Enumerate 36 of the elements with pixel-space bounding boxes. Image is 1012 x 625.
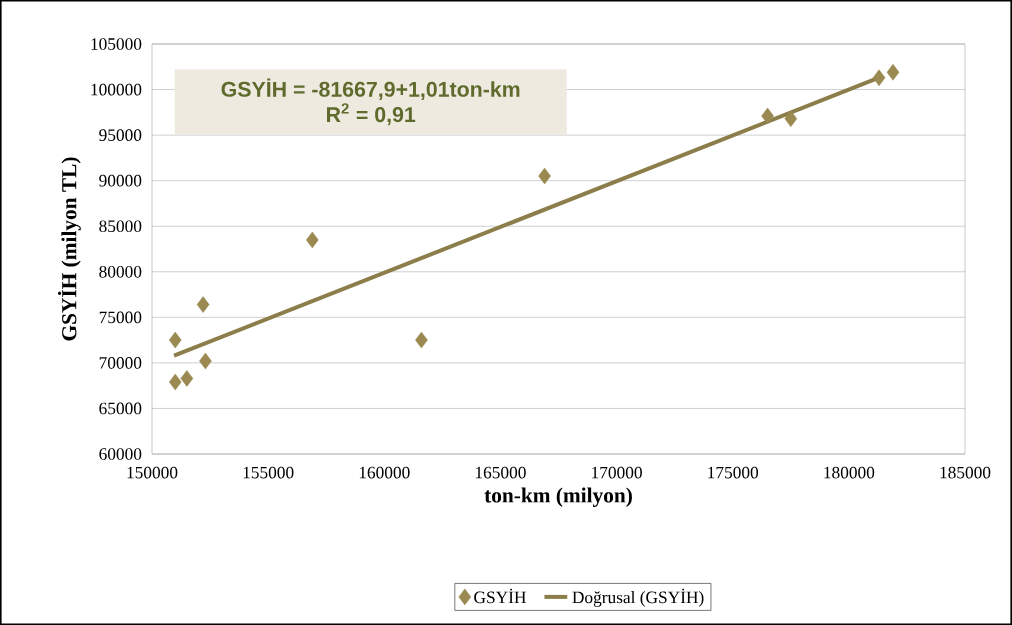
point xyxy=(872,69,886,86)
y-tick-label: 85000 xyxy=(99,220,142,233)
point xyxy=(415,331,428,349)
x-tick-label: 180000 xyxy=(824,466,875,479)
point xyxy=(199,352,212,370)
y-tick-label: 90000 xyxy=(99,174,142,187)
y-tick-label: 65000 xyxy=(99,402,142,415)
x-tick-label: 170000 xyxy=(592,466,642,479)
y-tick-label: 75000 xyxy=(99,311,142,324)
y-tick-label: 80000 xyxy=(99,265,142,278)
point xyxy=(761,107,774,125)
point xyxy=(180,370,194,387)
point xyxy=(168,373,182,391)
x-tick-label: 175000 xyxy=(708,466,759,479)
y-tick-label: 70000 xyxy=(99,357,142,369)
x-tick-label: 165000 xyxy=(475,466,526,479)
x-tick-label: 185000 xyxy=(940,466,991,479)
y-axis-title: GSYİH (milyon TL) xyxy=(57,157,81,341)
y-tick-label: 105000 xyxy=(91,38,142,50)
legend-label: GSYİH xyxy=(474,588,526,604)
legend-label: Doğrusal (GSYİH) xyxy=(572,588,704,607)
y-tick-label: 60000 xyxy=(99,448,142,460)
y-tick-label: 100000 xyxy=(91,83,142,96)
x-axis-title: ton-km (milyon) xyxy=(484,487,632,507)
point xyxy=(306,231,319,249)
annotation: R$^{2}$ = 0,91 xyxy=(327,103,416,126)
point xyxy=(886,63,900,81)
x-tick-label: 160000 xyxy=(359,466,410,479)
point xyxy=(196,296,210,313)
x-tick-label: 155000 xyxy=(243,466,294,479)
y-tick-label: 95000 xyxy=(99,129,142,141)
annotation: GSYİH = -81667,9+1,01ton-km xyxy=(221,78,520,100)
point xyxy=(538,167,551,185)
point xyxy=(168,331,182,349)
point xyxy=(784,110,798,127)
x-tick-label: 150000 xyxy=(127,466,178,479)
